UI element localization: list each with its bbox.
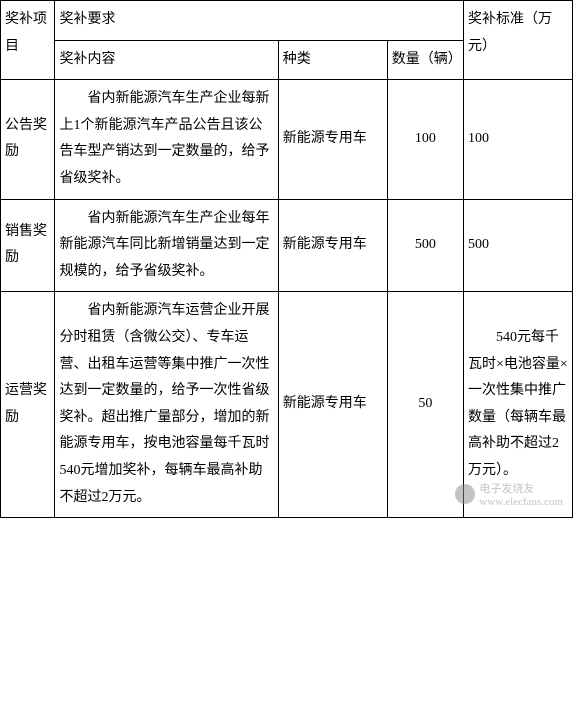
cell-category: 销售奖励 [1,199,55,292]
cell-content: 省内新能源汽车生产企业每新上1个新能源汽车产品公告且该公告车型产销达到一定数量的… [55,80,278,199]
cell-type: 新能源专用车 [278,80,387,199]
cell-standard: 500 [464,199,573,292]
cell-quantity: 50 [387,292,463,518]
header-requirement: 奖补要求 [55,1,464,41]
table-row: 公告奖励 省内新能源汽车生产企业每新上1个新能源汽车产品公告且该公告车型产销达到… [1,80,573,199]
cell-category: 运营奖励 [1,292,55,518]
cell-standard: 100 [464,80,573,199]
header-standard: 奖补标准（万元） [464,1,573,80]
watermark-url: www.elecfans.com [479,496,563,508]
header-quantity: 数量（辆） [387,40,463,80]
cell-content: 省内新能源汽车生产企业每年新能源汽车同比新增销量达到一定规模的，给予省级奖补。 [55,199,278,292]
cell-quantity: 100 [387,80,463,199]
cell-type: 新能源专用车 [278,292,387,518]
watermark: 电子发烧友 www.elecfans.com [455,480,563,508]
subsidy-table: 奖补项目 奖补要求 奖补标准（万元） 奖补内容 种类 数量（辆） 公告奖励 省内… [0,0,573,518]
cell-quantity: 500 [387,199,463,292]
cell-category: 公告奖励 [1,80,55,199]
cell-content: 省内新能源汽车运营企业开展分时租赁（含微公交）、专车运营、出租车运营等集中推广一… [55,292,278,518]
cell-type: 新能源专用车 [278,199,387,292]
watermark-icon [455,484,475,504]
watermark-text: 电子发烧友 [479,480,563,496]
header-content: 奖补内容 [55,40,278,80]
header-category: 奖补项目 [1,1,55,80]
header-row-1: 奖补项目 奖补要求 奖补标准（万元） [1,1,573,41]
watermark-text-block: 电子发烧友 www.elecfans.com [479,480,563,508]
header-type: 种类 [278,40,387,80]
table-row: 销售奖励 省内新能源汽车生产企业每年新能源汽车同比新增销量达到一定规模的，给予省… [1,199,573,292]
